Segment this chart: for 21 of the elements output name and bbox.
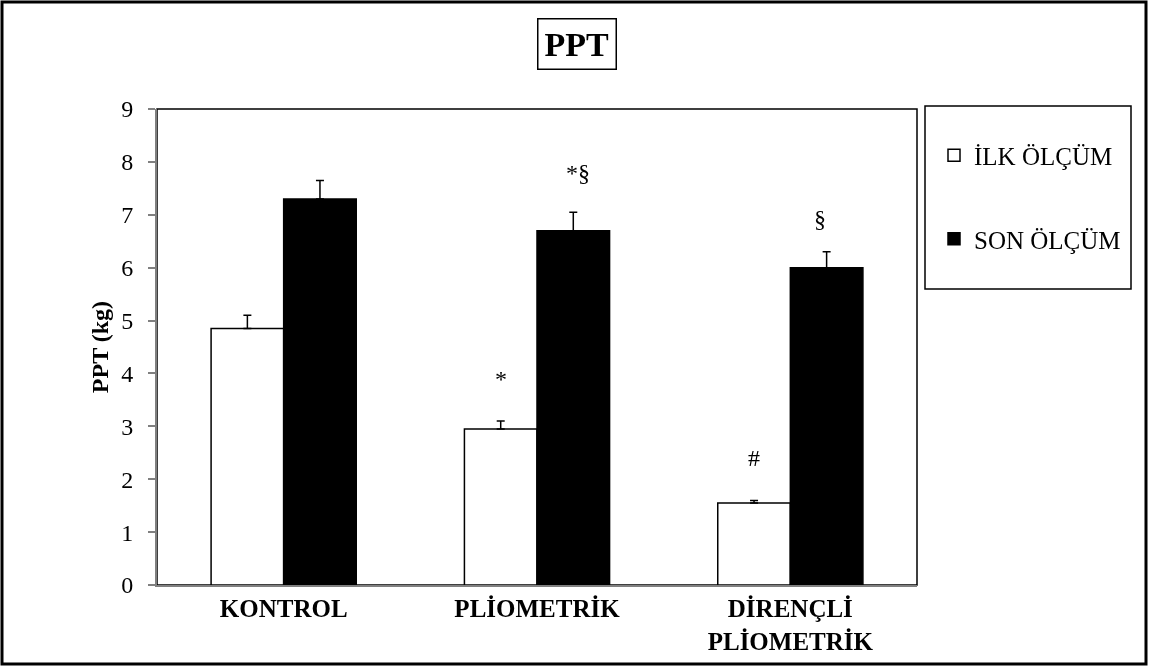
legend-label: İLK ÖLÇÜM (974, 143, 1113, 170)
x-tick-label: KONTROL (219, 595, 348, 622)
x-tick-label: DİRENÇLİ PLİOMETRİK (707, 595, 874, 655)
annotation: § (814, 206, 826, 232)
y-tick-label: 9 (121, 96, 134, 123)
y-tick-label: 5 (121, 307, 134, 334)
y-tick-label: 3 (121, 413, 134, 440)
y-tick-label: 0 (121, 572, 134, 599)
y-tick-label: 2 (121, 466, 134, 493)
y-tick-label: 7 (121, 202, 134, 229)
legend-label: SON ÖLÇÜM (974, 226, 1121, 254)
y-tick-label: 4 (121, 360, 134, 387)
y-axis-title: PPT (kg) (86, 300, 113, 394)
y-tick-label: 8 (121, 149, 134, 176)
annotation: # (748, 445, 760, 471)
annotation: * (495, 366, 507, 392)
y-tick-label: 1 (121, 519, 134, 546)
y-tick-label: 6 (121, 255, 134, 282)
x-tick-label: PLİOMETRİK (454, 595, 621, 622)
annotation: *§ (566, 160, 590, 186)
chart-title: PPT (544, 25, 610, 63)
